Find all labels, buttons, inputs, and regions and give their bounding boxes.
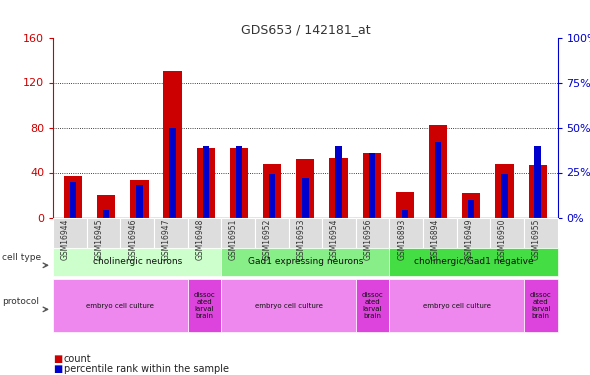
Bar — [169, 128, 176, 218]
Bar — [496, 164, 513, 218]
Bar — [429, 125, 447, 218]
Bar — [502, 174, 507, 217]
Text: GSM16955: GSM16955 — [532, 218, 540, 260]
Text: cell type: cell type — [2, 253, 41, 262]
Text: GSM16950: GSM16950 — [498, 218, 507, 260]
Text: GSM16954: GSM16954 — [330, 218, 339, 260]
Text: count: count — [64, 354, 91, 364]
Text: ■: ■ — [53, 364, 63, 374]
Text: GSM16893: GSM16893 — [397, 218, 406, 260]
Bar — [103, 210, 109, 218]
Text: embryo cell culture: embryo cell culture — [86, 303, 155, 309]
Text: Gad1 expressing neurons: Gad1 expressing neurons — [248, 257, 363, 266]
Text: GSM16949: GSM16949 — [464, 218, 473, 260]
Bar — [529, 165, 547, 218]
Text: GSM16947: GSM16947 — [162, 218, 171, 260]
Bar — [130, 180, 149, 218]
Bar — [363, 153, 381, 218]
Text: dissoc
ated
larval
brain: dissoc ated larval brain — [362, 292, 384, 319]
Text: embryo cell culture: embryo cell culture — [422, 303, 491, 309]
Text: cholinergic neurons: cholinergic neurons — [93, 257, 182, 266]
Bar — [202, 146, 209, 218]
Text: GSM16945: GSM16945 — [94, 218, 103, 260]
Bar — [462, 193, 480, 217]
Text: GSM16953: GSM16953 — [296, 218, 306, 260]
Text: GSM16956: GSM16956 — [363, 218, 373, 260]
Bar — [136, 185, 143, 218]
Bar — [97, 195, 115, 217]
Text: cholinergic/Gad1 negative: cholinergic/Gad1 negative — [414, 257, 533, 266]
Bar — [435, 142, 441, 218]
Bar — [369, 153, 375, 218]
Text: GSM16952: GSM16952 — [263, 218, 271, 260]
Bar — [263, 164, 281, 218]
Text: GSM16944: GSM16944 — [61, 218, 70, 260]
Title: GDS653 / 142181_at: GDS653 / 142181_at — [241, 23, 370, 36]
Bar — [64, 176, 82, 218]
Text: GSM16948: GSM16948 — [195, 218, 204, 260]
Text: protocol: protocol — [2, 297, 39, 306]
Bar — [196, 148, 215, 217]
Text: dissoc
ated
larval
brain: dissoc ated larval brain — [194, 292, 215, 319]
Text: GSM16946: GSM16946 — [128, 218, 137, 260]
Bar — [396, 192, 414, 217]
Bar — [230, 148, 248, 217]
Bar — [70, 182, 76, 218]
Bar — [335, 146, 342, 218]
Text: dissoc
ated
larval
brain: dissoc ated larval brain — [530, 292, 552, 319]
Text: GSM16951: GSM16951 — [229, 218, 238, 260]
Bar — [402, 210, 408, 218]
Text: GSM16894: GSM16894 — [431, 218, 440, 260]
Bar — [329, 158, 348, 218]
Bar — [163, 71, 182, 217]
Bar — [269, 174, 276, 217]
Bar — [535, 146, 541, 218]
Bar — [236, 146, 242, 218]
Text: embryo cell culture: embryo cell culture — [254, 303, 323, 309]
Text: percentile rank within the sample: percentile rank within the sample — [64, 364, 229, 374]
Bar — [468, 200, 474, 217]
Text: ■: ■ — [53, 354, 63, 364]
Bar — [296, 159, 314, 218]
Bar — [302, 178, 309, 218]
